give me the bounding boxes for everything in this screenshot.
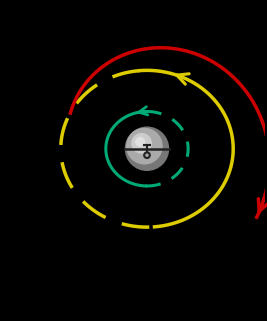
Circle shape xyxy=(125,127,168,170)
Circle shape xyxy=(132,134,151,153)
Circle shape xyxy=(127,128,162,164)
Circle shape xyxy=(136,137,144,146)
